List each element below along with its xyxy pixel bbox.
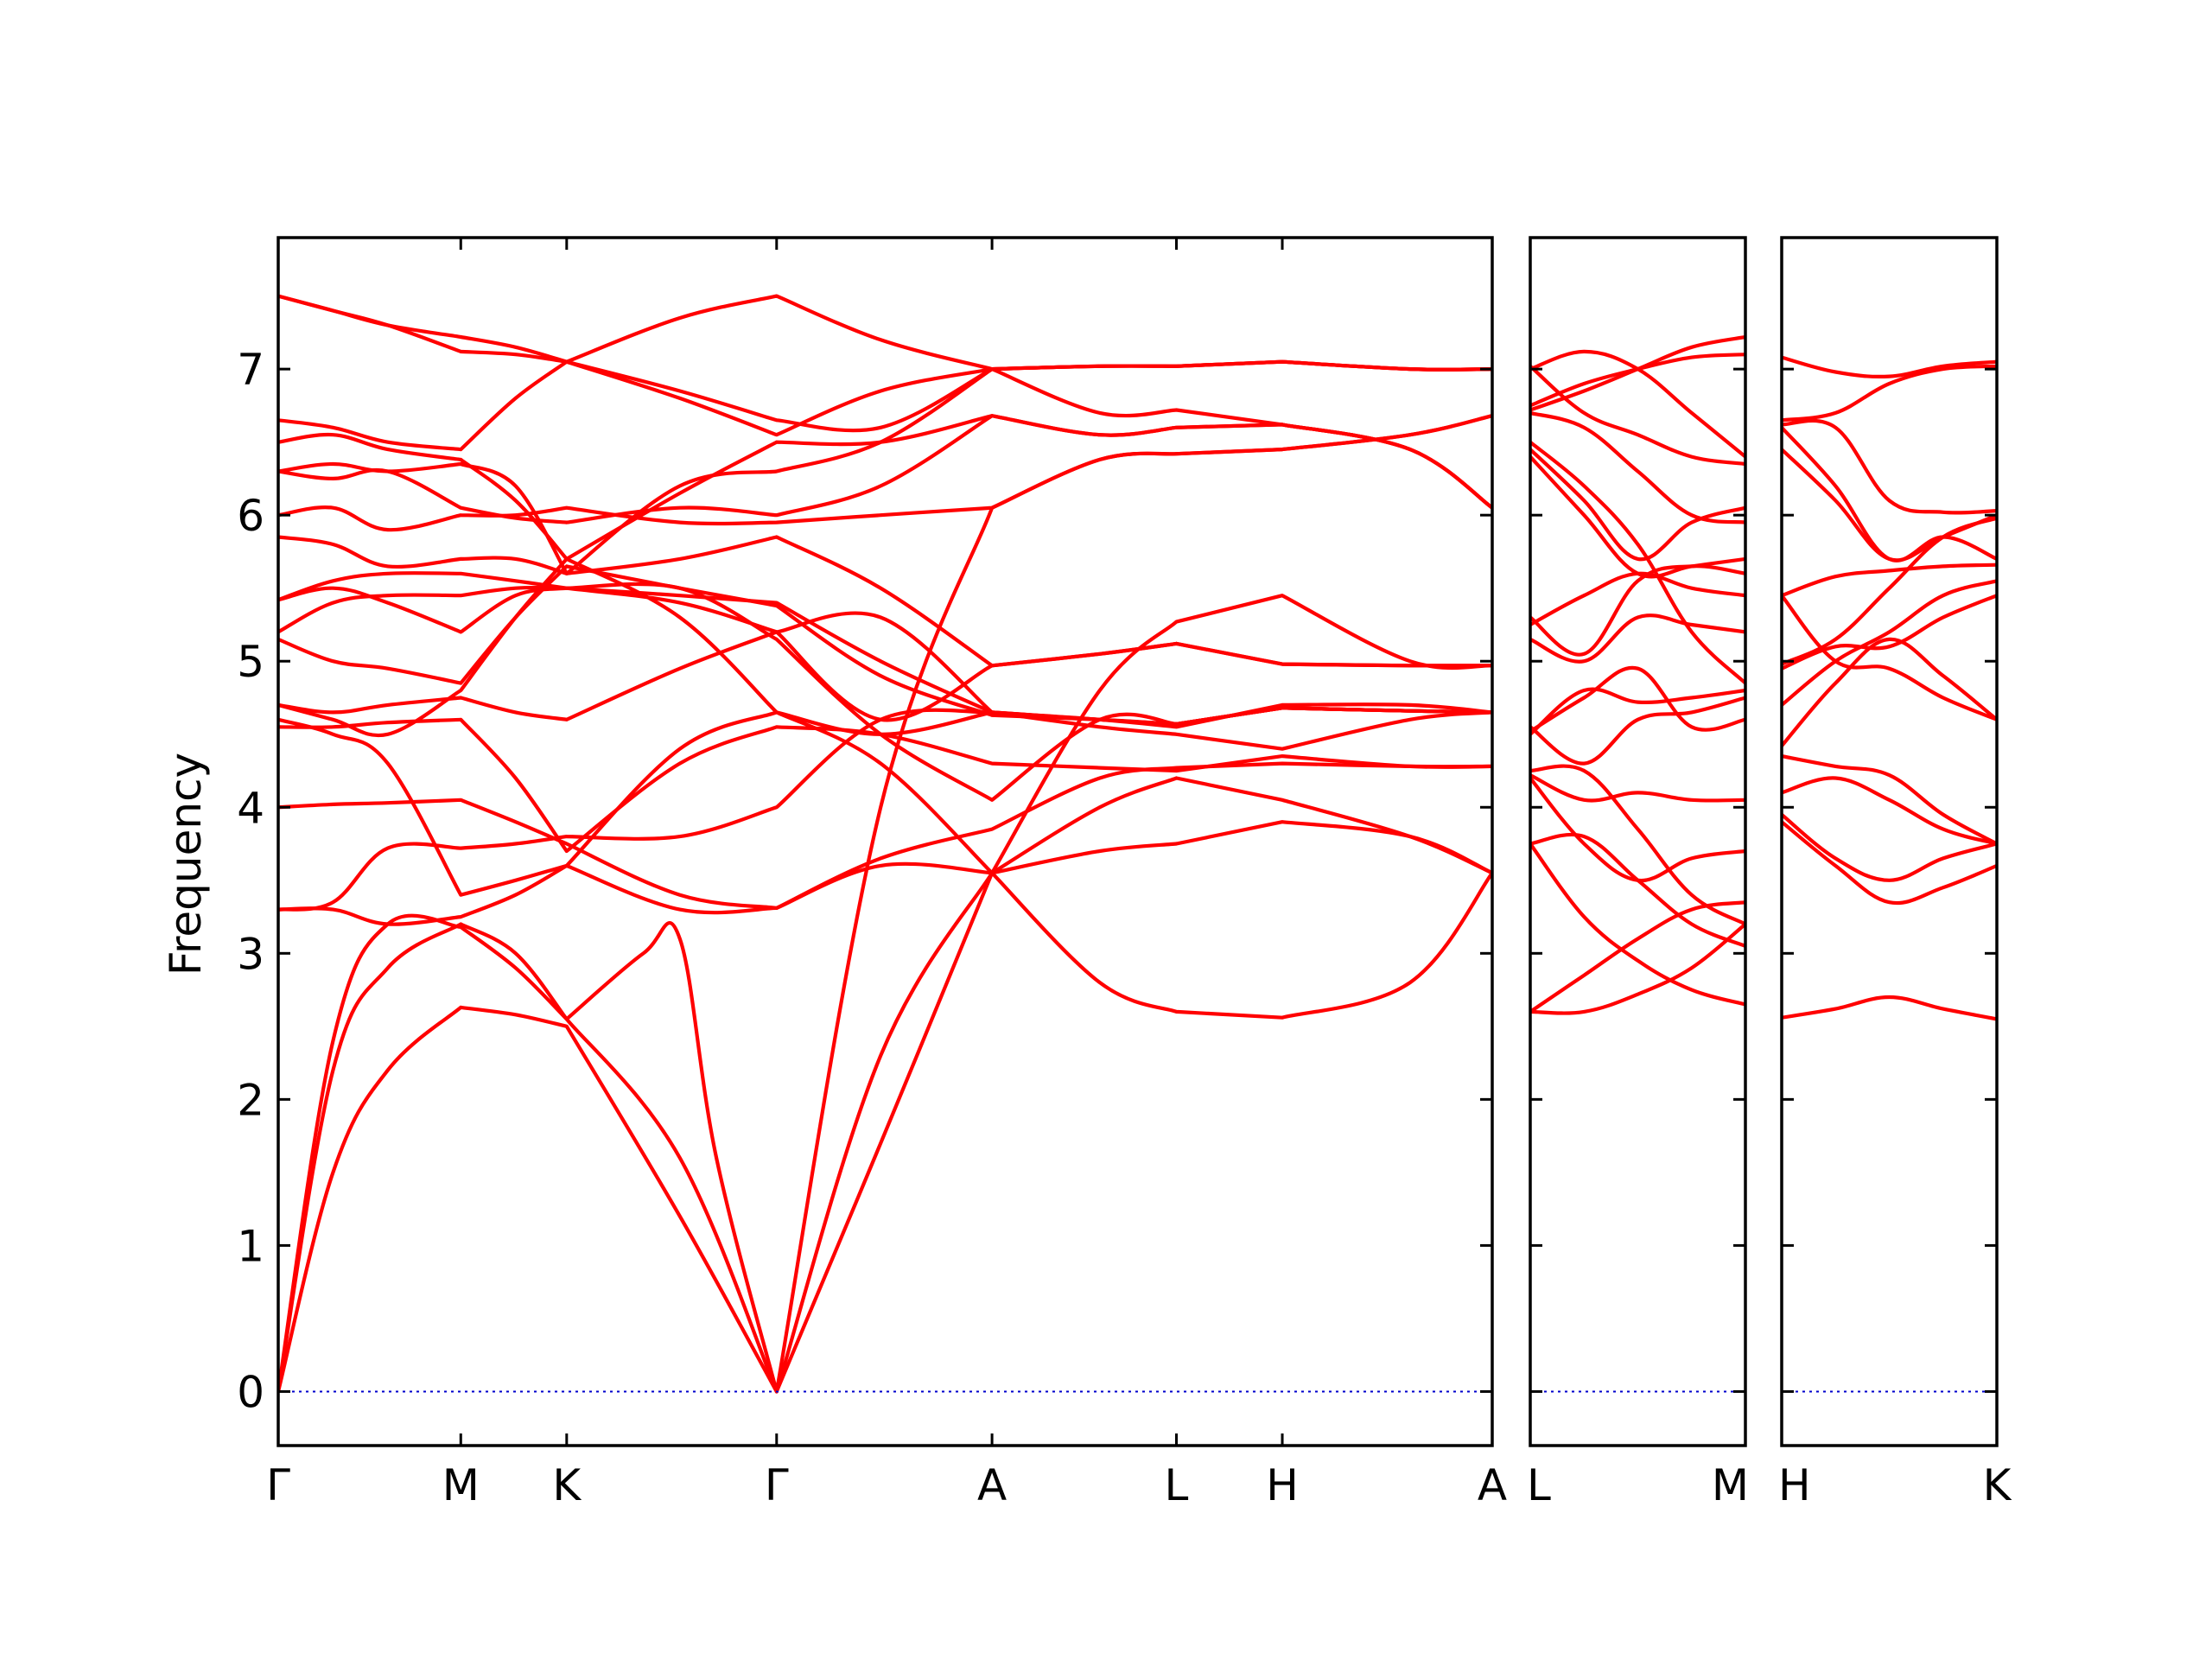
x-tick-label: H — [1266, 1460, 1299, 1510]
x-tick-label: Γ — [765, 1460, 789, 1510]
x-tick-label: A — [1478, 1460, 1507, 1510]
x-tick-label: K — [1983, 1460, 2012, 1510]
phonon-band-13 — [278, 582, 1492, 802]
phonon-band-15 — [1782, 364, 1997, 423]
x-tick-label: K — [552, 1460, 582, 1510]
phonon-band-3 — [1530, 842, 1745, 1007]
x-tick-label: H — [1778, 1460, 1811, 1510]
phonon-band-20 — [278, 359, 1492, 510]
phonon-band-5 — [1530, 776, 1745, 883]
x-tick-label: L — [1527, 1460, 1551, 1510]
phonon-band-14 — [278, 571, 1492, 726]
y-tick-label: 1 — [237, 1221, 264, 1271]
x-tick-label: Γ — [266, 1460, 290, 1510]
phonon-band-16 — [278, 414, 1492, 532]
phonon-band-11 — [1530, 613, 1745, 664]
phonon-band-9 — [1530, 665, 1745, 734]
y-tick-label: 7 — [237, 345, 264, 395]
phonon-band-6 — [278, 761, 1492, 910]
phonon-band-1 — [1530, 922, 1745, 1015]
y-tick-label: 3 — [237, 929, 264, 979]
phonon-band-8 — [1782, 594, 1997, 671]
panel-3-plot-area — [1782, 355, 1997, 1393]
phonon-band-16 — [1530, 440, 1745, 685]
x-tick-label: M — [442, 1460, 480, 1510]
y-tick-label: 6 — [237, 491, 264, 541]
phonon-band-15 — [1530, 448, 1745, 562]
panel-3-frame — [1780, 236, 1999, 1447]
phonon-band-14 — [1782, 418, 1997, 515]
y-tick-label: 5 — [237, 637, 264, 687]
phonon-band-22 — [278, 294, 1492, 372]
phonon-band-8 — [1530, 687, 1745, 736]
phonon-band-7 — [1530, 764, 1745, 926]
phonon-band-4 — [278, 776, 1492, 926]
phonon-band-2 — [278, 871, 1492, 1394]
phonon-band-10 — [1782, 594, 1997, 721]
x-tick-label: L — [1165, 1460, 1189, 1510]
phonon-band-1 — [1782, 995, 1997, 1021]
panel-1-plot-area — [278, 294, 1492, 1394]
y-axis-title: Frequency — [161, 753, 211, 976]
x-tick-label: A — [977, 1460, 1007, 1510]
phonon-band-5 — [1782, 754, 1997, 846]
phonon-band-20 — [1530, 349, 1745, 459]
phonon-band-1 — [278, 820, 1492, 1394]
phonon-band-17 — [1530, 410, 1745, 524]
x-tick-label: M — [1712, 1460, 1749, 1510]
phonon-band-13 — [1782, 425, 1997, 563]
phonon-band-7 — [1782, 579, 1997, 707]
panel-1-frame — [276, 236, 1494, 1447]
phonon-band-10 — [1530, 696, 1745, 766]
phonon-band-15 — [278, 535, 1492, 668]
y-tick-label: 4 — [237, 783, 264, 833]
y-tick-label: 0 — [237, 1367, 264, 1417]
phonon-band-21 — [1530, 364, 1745, 467]
phonon-band-19 — [278, 414, 1492, 561]
panel-2-frame — [1529, 236, 1747, 1447]
phonon-band-14 — [1530, 454, 1745, 579]
phonon-band-6 — [1782, 637, 1997, 748]
phonon-band-16 — [1782, 355, 1997, 378]
phonon-band-4 — [1782, 776, 1997, 846]
y-tick-label: 2 — [237, 1075, 264, 1125]
phonon-band-2 — [1782, 820, 1997, 906]
phonon-band-6 — [1530, 773, 1745, 803]
panel-2-plot-area — [1530, 334, 1745, 1393]
phonon-band-11 — [1782, 563, 1997, 598]
panel-1: 0 1 2 3 4 5 6 7 Γ M K Γ A L H A — [237, 236, 1507, 1510]
phonon-band-3 — [1782, 812, 1997, 882]
